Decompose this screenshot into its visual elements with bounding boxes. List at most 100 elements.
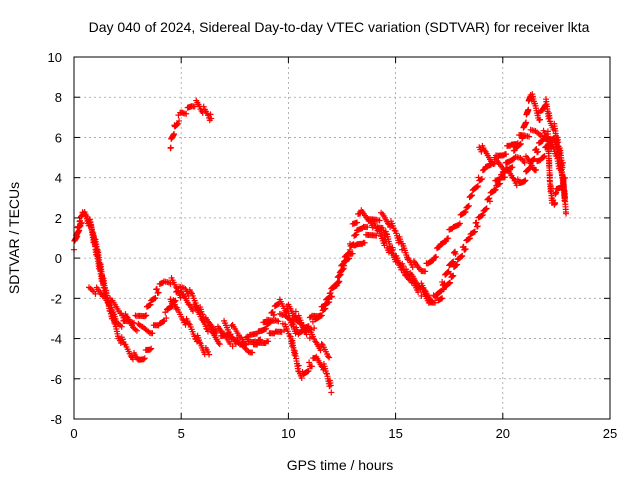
data-point — [117, 340, 124, 347]
data-point — [415, 289, 422, 296]
data-point — [455, 221, 462, 228]
data-point — [312, 338, 319, 345]
x-tick-label: 5 — [178, 426, 185, 441]
x-tick-label: 10 — [281, 426, 295, 441]
data-point — [478, 175, 485, 182]
data-point — [205, 328, 211, 335]
data-point — [376, 217, 383, 224]
data-point — [76, 227, 83, 234]
data-point — [281, 327, 288, 334]
y-tick-label: 2 — [55, 211, 62, 226]
data-point — [177, 294, 184, 301]
y-tick-label: -6 — [50, 372, 62, 387]
data-point — [563, 210, 570, 217]
data-point — [552, 199, 559, 206]
data-point — [174, 120, 181, 127]
data-point — [447, 279, 454, 286]
data-point — [450, 258, 457, 265]
data-point — [311, 325, 318, 332]
data-point — [433, 253, 440, 260]
data-point — [445, 235, 452, 242]
data-point — [171, 131, 178, 138]
data-point — [271, 311, 278, 318]
data-point — [491, 186, 498, 193]
data-point — [521, 159, 528, 166]
y-tick-label: 10 — [48, 50, 62, 65]
data-point — [459, 252, 466, 259]
data-point — [326, 354, 333, 361]
data-point — [533, 166, 540, 173]
data-point — [474, 223, 481, 230]
data-point — [503, 151, 510, 158]
data-point — [327, 382, 334, 389]
data-point — [439, 295, 446, 302]
data-point — [167, 280, 174, 287]
data-point — [141, 355, 148, 362]
x-tick-label: 25 — [603, 426, 617, 441]
data-point — [336, 278, 343, 285]
y-tick-label: -2 — [50, 291, 62, 306]
data-point — [561, 174, 568, 181]
y-tick-label: 4 — [55, 171, 62, 186]
data-point — [364, 224, 371, 231]
y-tick-label: -8 — [50, 412, 62, 427]
data-point — [306, 335, 313, 342]
data-point — [163, 315, 170, 322]
y-tick-label: 0 — [55, 251, 62, 266]
data-point — [265, 338, 272, 345]
data-point — [452, 250, 459, 257]
data-point — [465, 202, 472, 209]
y-axis-label: SDTVAR / TECUs — [6, 182, 22, 294]
data-point — [196, 339, 203, 346]
data-point — [526, 133, 533, 140]
data-point — [474, 183, 481, 190]
data-point — [318, 312, 325, 319]
data-point — [143, 312, 150, 319]
data-point — [473, 219, 480, 226]
series-track-5 — [167, 97, 215, 152]
data-point — [317, 347, 324, 354]
data-point — [559, 159, 566, 166]
data-point — [328, 389, 335, 396]
data-point — [133, 327, 140, 334]
data-point — [454, 261, 461, 268]
data-point — [354, 219, 361, 226]
data-point — [215, 340, 222, 347]
data-point — [509, 164, 516, 171]
data-point — [422, 268, 429, 275]
data-point — [400, 263, 407, 270]
data-point — [525, 106, 532, 113]
data-point — [346, 255, 353, 262]
data-point — [267, 318, 274, 325]
data-point — [105, 301, 112, 308]
data-point — [432, 299, 439, 306]
data-point — [383, 238, 390, 245]
data-point — [216, 341, 223, 348]
data-point — [361, 239, 368, 246]
data-point — [513, 182, 520, 189]
plot-frame — [73, 56, 611, 420]
data-point — [92, 290, 99, 297]
data-point — [509, 156, 516, 163]
data-point — [318, 340, 325, 347]
data-point — [349, 250, 356, 257]
data-point — [187, 289, 194, 296]
data-point — [200, 103, 207, 110]
data-point — [346, 246, 353, 253]
data-point — [176, 117, 183, 124]
data-point — [486, 195, 493, 202]
data-point — [147, 346, 154, 353]
data-point — [466, 235, 473, 242]
x-tick-label: 20 — [496, 426, 510, 441]
axis-ticks: 0 5 10 15 20 25 -8 -6 -4 -2 0 2 4 6 8 10 — [48, 50, 618, 441]
series-track-6 — [221, 317, 335, 396]
data-layer — [71, 91, 570, 396]
data-point — [486, 198, 493, 205]
data-point — [462, 245, 469, 252]
x-tick-label: 0 — [70, 426, 77, 441]
data-point — [559, 183, 566, 190]
series-track-4 — [167, 296, 213, 358]
data-point — [327, 293, 334, 300]
